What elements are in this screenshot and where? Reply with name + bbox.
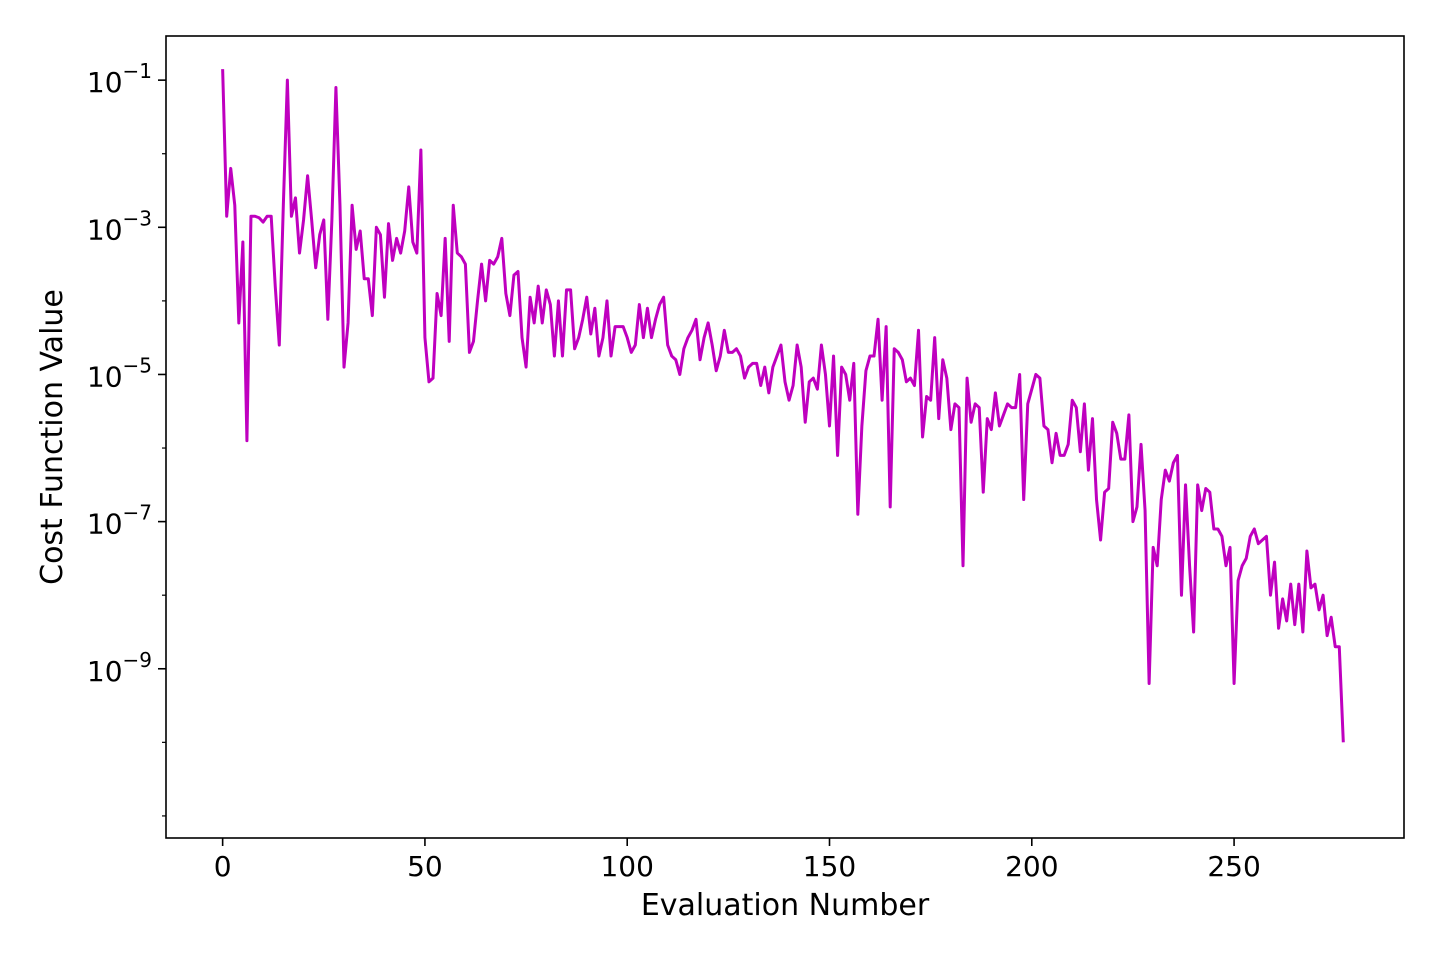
y-tick-label: 10−5: [87, 353, 152, 393]
x-tick-label: 100: [600, 850, 653, 883]
y-tick-label: 10−7: [87, 501, 152, 541]
y-tick-label: 10−9: [87, 648, 152, 688]
x-tick-label: 0: [214, 850, 232, 883]
x-tick-label: 150: [803, 850, 856, 883]
x-axis: 0 50 100 150 200 250: [214, 838, 1261, 883]
y-axis: 10−1 10−3 10−5 10−7 10−9: [87, 59, 166, 817]
y-axis-label: Cost Function Value: [35, 289, 70, 585]
x-axis-label: Evaluation Number: [641, 888, 930, 923]
x-tick-label: 200: [1005, 850, 1058, 883]
x-tick-label: 250: [1207, 850, 1260, 883]
plot-frame: [165, 35, 1405, 839]
y-tick-label: 10−3: [87, 206, 152, 246]
cost-function-line: [221, 69, 1345, 743]
y-tick-label: 10−1: [87, 59, 152, 99]
plot-area: [221, 69, 1345, 743]
x-tick-label: 50: [407, 850, 443, 883]
